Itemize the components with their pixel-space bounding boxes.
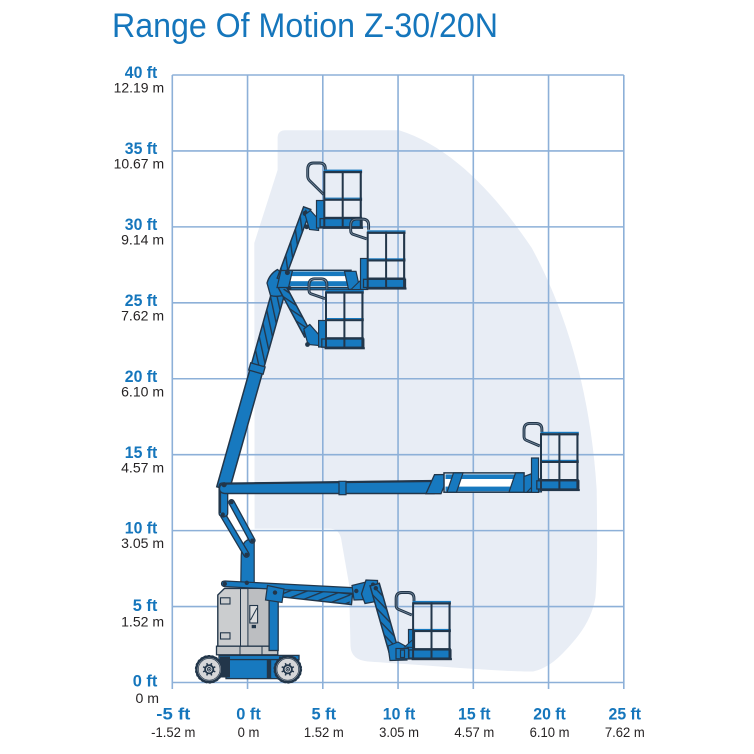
svg-text:7.62 m: 7.62 m	[605, 725, 645, 741]
svg-text:20 ft: 20 ft	[533, 705, 566, 723]
svg-text:6.10 m: 6.10 m	[530, 725, 570, 741]
svg-text:25 ft: 25 ft	[125, 292, 158, 310]
svg-text:Range Of Motion Z-30/20N: Range Of Motion Z-30/20N	[112, 7, 498, 45]
svg-text:15 ft: 15 ft	[125, 444, 158, 462]
svg-text:10 ft: 10 ft	[383, 705, 416, 723]
svg-text:4.57 m: 4.57 m	[121, 460, 164, 476]
svg-text:1.52 m: 1.52 m	[121, 615, 164, 631]
svg-text:5 ft: 5 ft	[133, 597, 158, 615]
svg-text:30 ft: 30 ft	[125, 216, 158, 234]
svg-text:0 ft: 0 ft	[236, 705, 261, 723]
svg-text:3.05 m: 3.05 m	[379, 725, 419, 741]
svg-text:5 ft: 5 ft	[312, 705, 337, 723]
svg-text:-1.52 m: -1.52 m	[151, 725, 195, 741]
svg-text:9.14 m: 9.14 m	[121, 233, 164, 249]
svg-text:0 ft: 0 ft	[133, 672, 158, 690]
svg-text:35 ft: 35 ft	[125, 140, 158, 158]
svg-text:-5 ft: -5 ft	[156, 705, 191, 723]
svg-text:3.05 m: 3.05 m	[121, 536, 164, 552]
svg-text:7.62 m: 7.62 m	[121, 308, 164, 324]
svg-text:0 m: 0 m	[136, 691, 160, 707]
svg-text:10.67 m: 10.67 m	[114, 157, 165, 173]
svg-text:25 ft: 25 ft	[609, 705, 642, 723]
svg-text:20 ft: 20 ft	[125, 368, 158, 386]
svg-text:12.19 m: 12.19 m	[114, 81, 165, 97]
svg-text:6.10 m: 6.10 m	[121, 384, 164, 400]
svg-text:40 ft: 40 ft	[125, 64, 158, 82]
svg-text:15 ft: 15 ft	[458, 705, 491, 723]
svg-text:10 ft: 10 ft	[125, 520, 158, 538]
svg-text:1.52 m: 1.52 m	[304, 725, 344, 741]
svg-text:4.57 m: 4.57 m	[454, 725, 494, 741]
svg-text:0 m: 0 m	[238, 725, 260, 741]
